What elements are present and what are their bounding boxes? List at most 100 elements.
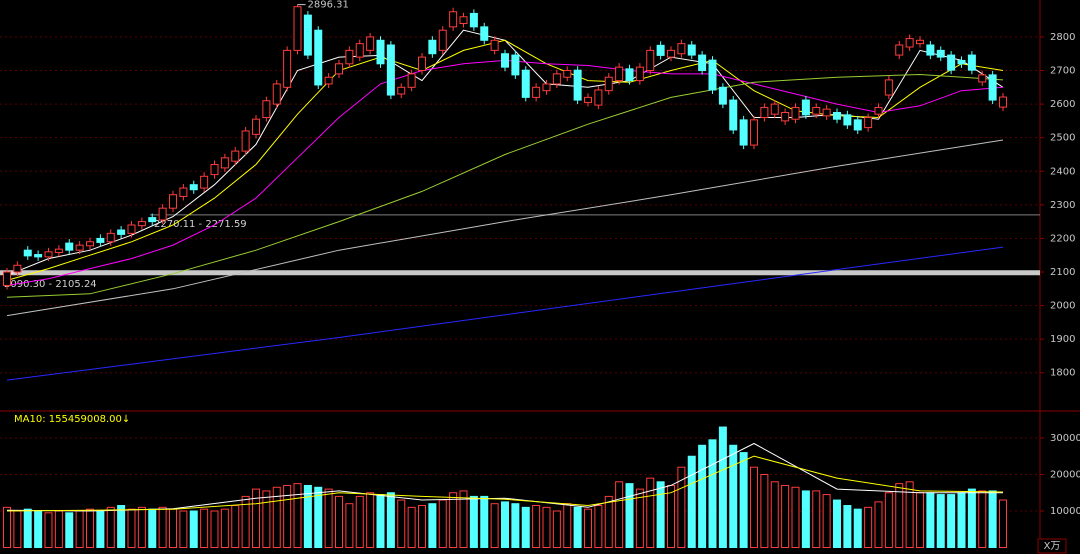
volume-bar bbox=[988, 490, 997, 549]
volume-bar bbox=[252, 488, 260, 549]
volume-bar bbox=[366, 492, 375, 549]
volume-bar bbox=[137, 506, 146, 549]
volume-bar bbox=[13, 510, 22, 549]
volume-bar bbox=[843, 505, 852, 549]
volume-bar bbox=[148, 508, 157, 549]
volume-bar bbox=[615, 481, 624, 549]
y-tick-label: 20000 bbox=[1050, 469, 1080, 480]
volume-bar bbox=[272, 486, 281, 549]
volume-bar bbox=[262, 490, 271, 549]
candle-body bbox=[833, 111, 841, 120]
candle-body bbox=[895, 44, 904, 56]
volume-bar bbox=[584, 508, 592, 549]
volume-bar bbox=[999, 499, 1007, 549]
volume-bar bbox=[75, 510, 84, 549]
ma-line bbox=[6, 139, 1004, 317]
candle-body bbox=[729, 99, 738, 131]
candle-body bbox=[13, 264, 22, 273]
volume-bar bbox=[750, 466, 758, 549]
candle-body bbox=[283, 49, 292, 88]
candle-body bbox=[117, 229, 126, 235]
volume-bar bbox=[345, 503, 354, 549]
candle-body bbox=[272, 83, 281, 105]
candle-body bbox=[345, 49, 354, 65]
volume-bar bbox=[459, 490, 468, 549]
y-tick-label: 2400 bbox=[1050, 166, 1075, 177]
candle-body bbox=[262, 100, 271, 119]
volume-bar bbox=[718, 426, 727, 549]
candle-body bbox=[179, 187, 188, 197]
ma-line bbox=[6, 455, 1004, 512]
volume-bar bbox=[677, 466, 686, 549]
volume-annotation: MA10: 155459008.00↓ bbox=[14, 414, 130, 425]
candle-body bbox=[469, 12, 478, 28]
candle-body bbox=[770, 103, 779, 115]
volume-bar bbox=[179, 510, 188, 549]
candle-body bbox=[635, 66, 644, 82]
candle-body bbox=[708, 59, 717, 91]
volume-bar bbox=[355, 495, 364, 549]
volume-bar bbox=[511, 503, 520, 549]
volume-bar bbox=[490, 503, 499, 549]
ma-line bbox=[6, 73, 1004, 298]
candle-body bbox=[511, 54, 520, 76]
candle-body bbox=[853, 119, 862, 131]
candle-body bbox=[75, 244, 84, 251]
volume-bar bbox=[895, 483, 904, 549]
volume-bar bbox=[521, 506, 530, 549]
candle-body bbox=[44, 251, 53, 258]
volume-bar bbox=[563, 503, 572, 549]
volume-bar bbox=[438, 499, 447, 549]
volume-bar bbox=[573, 506, 582, 549]
volume-bar bbox=[169, 508, 177, 549]
candle-body bbox=[988, 74, 997, 101]
candle-body bbox=[791, 106, 800, 120]
volume-bar bbox=[864, 506, 873, 549]
volume-bar bbox=[552, 510, 561, 549]
y-tick-label: 2000 bbox=[1050, 301, 1075, 312]
volume-bar bbox=[96, 510, 105, 549]
candle-body bbox=[480, 26, 489, 41]
candle-body bbox=[936, 49, 945, 58]
candle-body bbox=[210, 164, 219, 176]
volume-bar bbox=[303, 484, 312, 549]
volume-bar bbox=[283, 484, 292, 549]
candle-body bbox=[158, 207, 167, 221]
candle-body bbox=[386, 44, 395, 96]
candle-body bbox=[407, 73, 416, 88]
volume-bar bbox=[386, 492, 395, 549]
candle-body bbox=[501, 53, 509, 68]
volume-bar bbox=[335, 495, 343, 549]
volume-bar bbox=[926, 492, 935, 549]
volume-bar bbox=[853, 508, 862, 549]
volume-bar bbox=[967, 488, 976, 549]
volume-bar bbox=[770, 481, 779, 549]
volume-bar bbox=[3, 506, 11, 549]
volume-bar bbox=[625, 483, 634, 549]
volume-bar bbox=[397, 499, 406, 549]
volume-bar bbox=[667, 484, 675, 549]
candle-body bbox=[698, 54, 707, 72]
candle-body bbox=[677, 43, 686, 55]
candle-body bbox=[916, 39, 924, 45]
volume-bar bbox=[293, 483, 302, 549]
candle-body bbox=[428, 39, 437, 55]
y-tick-label: 2100 bbox=[1050, 267, 1075, 278]
candle-body bbox=[397, 86, 406, 95]
candle-body bbox=[490, 39, 499, 51]
volume-bar bbox=[532, 505, 541, 549]
candle-body bbox=[449, 11, 458, 28]
volume-bar bbox=[449, 492, 458, 549]
candle-body bbox=[303, 14, 312, 56]
high-label: 2896.31 bbox=[308, 0, 349, 11]
candle-body bbox=[148, 217, 157, 223]
candle-body bbox=[231, 150, 240, 162]
candle-body bbox=[967, 54, 976, 71]
candle-body bbox=[926, 44, 935, 56]
candle-body bbox=[615, 66, 624, 82]
volume-bar bbox=[117, 505, 126, 549]
candle-body bbox=[376, 39, 385, 65]
candle-body bbox=[106, 232, 115, 243]
volume-bar bbox=[635, 488, 644, 549]
